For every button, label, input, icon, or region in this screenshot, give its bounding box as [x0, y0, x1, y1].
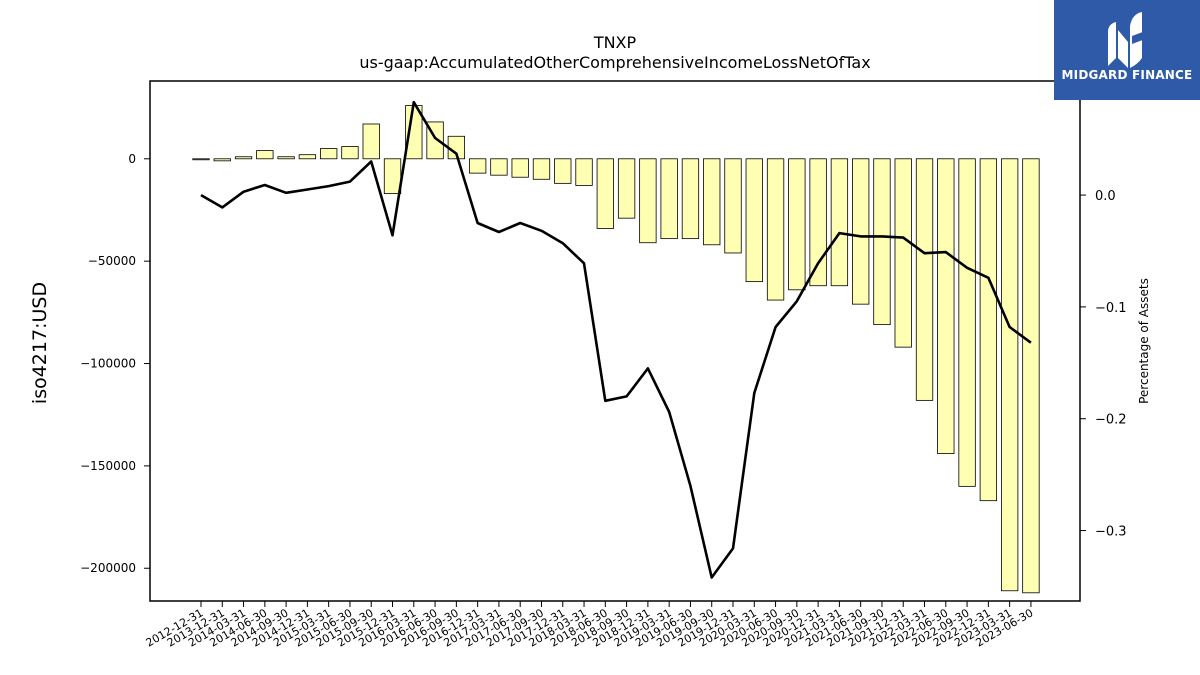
bar	[724, 158, 742, 254]
bar	[1022, 158, 1040, 594]
line-series	[200, 100, 1032, 579]
bar	[703, 158, 721, 246]
y-tick-label: −150000	[80, 459, 136, 473]
y-tick-label: −200000	[80, 561, 136, 575]
bar	[490, 158, 508, 176]
bar	[277, 156, 295, 160]
mf-monogram-icon	[1108, 12, 1148, 68]
bar	[341, 146, 359, 160]
y2-axis-label: Percentage of Assets	[1137, 278, 1151, 404]
bar	[915, 158, 934, 401]
bar	[894, 158, 912, 348]
brand-logo: MIDGARD FINANCE	[1054, 0, 1200, 100]
bar	[511, 158, 529, 178]
bar	[234, 156, 253, 160]
bar	[192, 158, 210, 161]
bar	[596, 158, 614, 229]
x-axis-ticks: 2012-12-312013-12-312014-03-312014-06-30…	[144, 601, 1035, 650]
bar-series	[192, 105, 1040, 594]
chart-subtitle: us-gaap:AccumulatedOtherComprehensiveInc…	[359, 53, 870, 72]
y2-tick-label: −0.3	[1095, 525, 1127, 540]
bar	[873, 158, 891, 326]
bar	[979, 158, 998, 502]
bar	[617, 158, 636, 219]
y-tick-label: −50000	[88, 254, 136, 268]
bar	[830, 158, 849, 287]
bar	[213, 158, 231, 162]
bar	[937, 158, 955, 454]
bar	[468, 158, 487, 174]
y-tick-label: −100000	[80, 357, 136, 371]
bar	[1000, 158, 1019, 592]
y-axis-ticks: 0 −50000 −100000 −150000 −200000	[80, 152, 150, 575]
y-tick-label: 0	[128, 152, 136, 166]
bar	[639, 158, 657, 244]
bar	[766, 158, 785, 301]
chart-title: TNXP	[593, 33, 637, 52]
y2-tick-label: −0.1	[1095, 301, 1127, 316]
line	[200, 100, 1032, 579]
bar	[745, 158, 763, 283]
y2-tick-label: 0.0	[1095, 189, 1116, 204]
bar	[532, 158, 551, 180]
bar	[681, 158, 700, 240]
y2-axis-ticks: 0.0 −0.1 −0.2 −0.3	[1080, 189, 1127, 540]
y-axis-label: iso4217:USD	[29, 282, 51, 404]
bar	[809, 158, 827, 287]
bar	[362, 123, 380, 160]
bar	[383, 158, 402, 194]
bar	[788, 158, 806, 291]
bar	[575, 158, 593, 186]
plot-frame	[149, 80, 1081, 602]
bar	[852, 158, 870, 305]
bar	[256, 150, 274, 160]
bar	[298, 154, 317, 160]
bar	[958, 158, 976, 487]
bar	[320, 148, 338, 160]
bar	[554, 158, 572, 184]
brand-name: MIDGARD FINANCE	[1061, 68, 1193, 82]
y2-tick-label: −0.2	[1095, 413, 1127, 428]
bar	[660, 158, 678, 240]
